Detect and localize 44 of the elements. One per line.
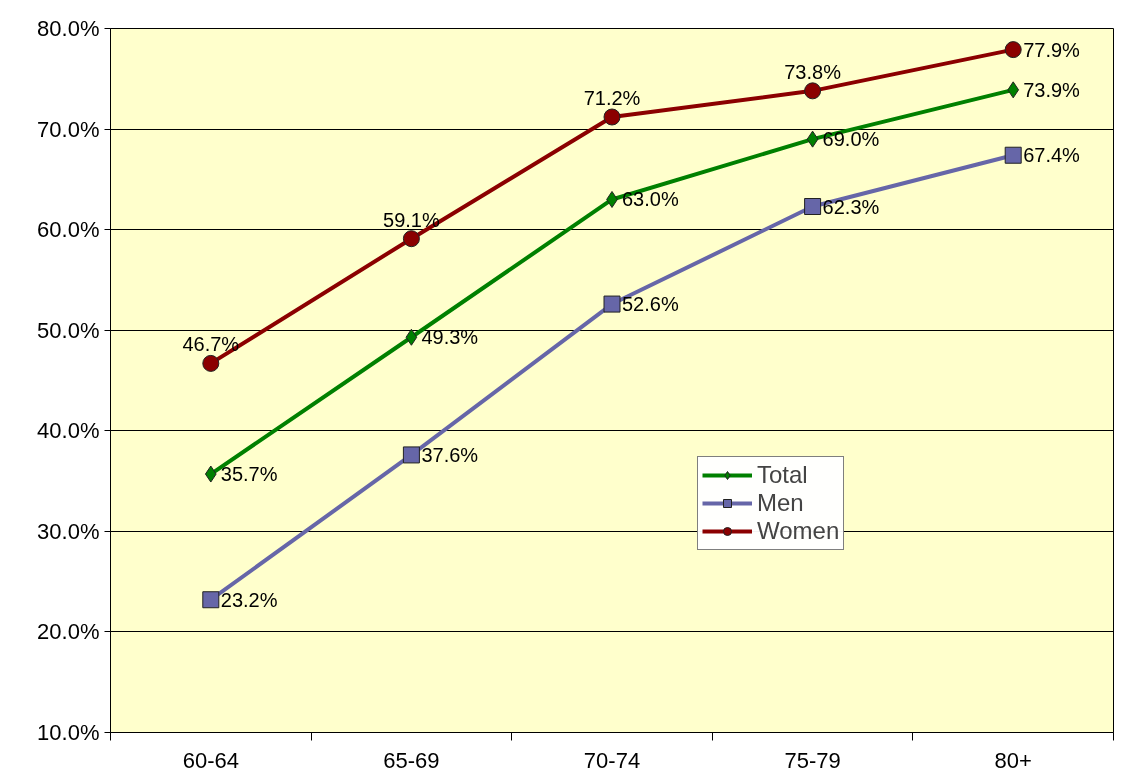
x-tick-label: 70-74 <box>583 747 641 773</box>
x-tick-label: 75-79 <box>784 747 841 773</box>
data-label: 77.9% <box>1023 38 1081 61</box>
x-tick-label: 60-64 <box>182 747 239 773</box>
point <box>806 130 819 148</box>
point <box>804 198 822 216</box>
x-tick-label: 65-69 <box>383 747 440 773</box>
data-label: 73.8% <box>784 60 842 83</box>
data-label: 52.6% <box>622 293 679 316</box>
data-label: 46.7% <box>182 333 240 356</box>
point <box>603 295 621 313</box>
data-label: 63.0% <box>622 188 679 211</box>
y-tick-label: 10.0% <box>37 720 100 745</box>
point <box>405 328 418 346</box>
point <box>202 591 220 609</box>
y-tick-label: 80.0% <box>37 16 100 41</box>
data-label: 73.9% <box>1023 78 1081 101</box>
y-tick-label: 50.0% <box>37 317 100 343</box>
point <box>1007 81 1020 99</box>
data-label: 71.2% <box>583 87 641 109</box>
point <box>402 446 420 464</box>
data-label: 67.4% <box>1023 144 1081 167</box>
point <box>1004 146 1022 164</box>
y-tick-label: 40.0% <box>37 418 100 444</box>
y-tick-label: 60.0% <box>37 217 100 243</box>
data-label: 23.2% <box>220 588 278 611</box>
point <box>804 82 822 100</box>
point <box>202 354 220 372</box>
point <box>204 465 217 483</box>
point <box>603 108 621 126</box>
data-label: 62.3% <box>822 195 880 218</box>
y-tick-label: 30.0% <box>37 518 100 544</box>
point <box>402 230 420 248</box>
data-label: 37.6% <box>421 443 479 466</box>
legend-label: Women <box>757 517 840 545</box>
legend-label: Total <box>757 461 808 489</box>
x-tick-label: 80+ <box>994 747 1032 773</box>
y-tick-label: 70.0% <box>37 116 100 142</box>
y-tick-label: 20.0% <box>37 619 100 645</box>
point <box>1004 41 1022 59</box>
data-label: 69.0% <box>822 128 880 151</box>
legend-label: Men <box>757 489 804 517</box>
data-label: 59.1% <box>383 208 440 231</box>
data-label: 35.7% <box>220 463 278 486</box>
